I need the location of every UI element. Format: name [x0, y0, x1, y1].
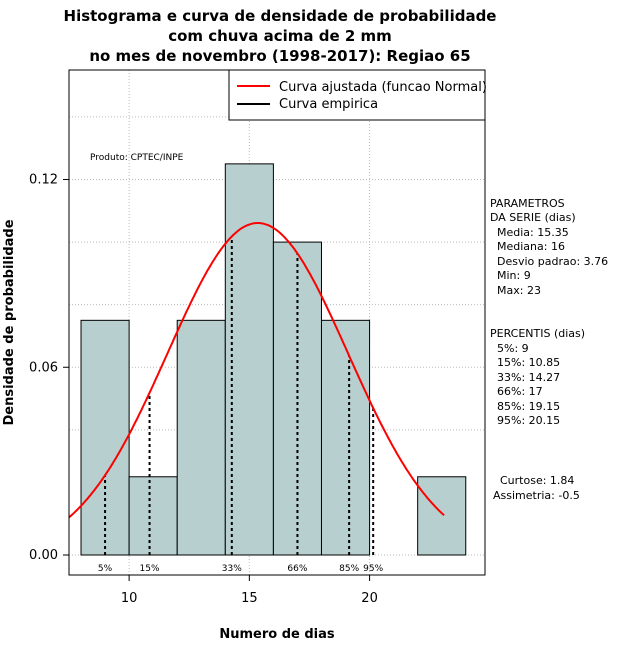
parametros-min: Min: 9: [497, 269, 531, 282]
percentile-label: 5%: [98, 564, 113, 574]
y-axis-label: Densidade de probabilidade: [2, 219, 17, 425]
y-tick-label: 0.12: [29, 173, 58, 188]
percentil-95: 95%: 20.15: [497, 414, 561, 427]
produto-label: Produto: CPTEC/INPE: [90, 153, 184, 163]
percentil-85: 85%: 19.15: [497, 400, 561, 413]
percentile-label: 33%: [222, 564, 242, 574]
normal-curve-line: [68, 222, 445, 519]
x-tick-label: 20: [361, 591, 378, 606]
histogram-bar: [320, 319, 371, 556]
legend-empirical-label: Curva empirica: [279, 97, 378, 112]
parametros-heading-2: DA SERIE (dias): [490, 211, 576, 224]
assimetria: Assimetria: -0.5: [493, 489, 580, 502]
percentile-label: 66%: [287, 564, 307, 574]
histogram-bar: [80, 319, 130, 556]
percentile-label: 95%: [363, 564, 383, 574]
legend-box: [228, 69, 486, 121]
histogram-bar: [176, 319, 226, 556]
curtose: Curtose: 1.84: [500, 474, 575, 487]
legend-normal-label: Curva ajustada (funcao Normal): [279, 80, 487, 95]
y-tick-label: 0.06: [29, 360, 58, 375]
parametros-mediana: Mediana: 16: [497, 240, 565, 253]
percentis-heading: PERCENTIS (dias): [490, 327, 586, 340]
chart-title-line-2: com chuva acima de 2 mm: [168, 27, 392, 45]
histogram-bar: [128, 476, 178, 556]
percentil-66: 66%: 17: [497, 385, 543, 398]
y-tick-label: 0.00: [29, 548, 58, 563]
parametros-desvio: Desvio padrao: 3.76: [497, 255, 609, 268]
percentil-15: 15%: 10.85: [497, 356, 561, 369]
x-tick-label: 10: [121, 591, 138, 606]
percentil-33: 33%: 14.27: [497, 371, 561, 384]
percentile-label: 85%: [339, 564, 359, 574]
histogram-bar: [224, 163, 274, 556]
chart-title-line-3: no mes de novembro (1998-2017): Regiao 6…: [89, 47, 471, 65]
parametros-media: Media: 15.35: [497, 226, 569, 239]
x-tick-label: 15: [241, 591, 258, 606]
x-axis-label: Numero de dias: [219, 627, 335, 642]
percentile-label: 15%: [140, 564, 160, 574]
chart-title-line-1: Histograma e curva de densidade de proba…: [63, 7, 497, 25]
parametros-heading-1: PARAMETROS: [490, 197, 565, 210]
parametros-max: Max: 23: [497, 284, 541, 297]
histogram-bar: [417, 476, 467, 556]
percentil-5: 5%: 9: [497, 342, 529, 355]
